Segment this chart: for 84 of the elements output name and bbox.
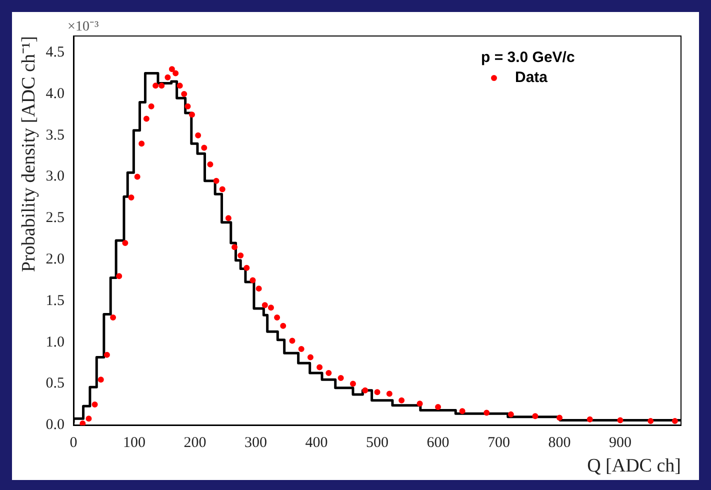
point [268,304,274,311]
y-tick-label: 4.0 [46,86,65,102]
point [164,74,171,80]
point [256,286,262,292]
point [435,404,442,410]
point [168,66,175,72]
point [213,178,220,184]
point [338,375,344,381]
x-tick-label: 700 [488,435,510,452]
x-axis-title: Q [ADC ch] [587,456,681,477]
y-tick-label: 2.5 [46,210,65,226]
point [232,244,238,250]
point [459,408,466,414]
point [298,346,304,352]
point [648,418,654,424]
point [350,380,356,387]
legend-label: Data [515,69,548,86]
point [416,400,423,407]
y-tick-label: 2.0 [46,252,65,268]
point [122,240,128,246]
y-tick-label: 1.5 [46,292,65,309]
text: ×10⁻³ [68,20,99,35]
point [532,413,538,420]
x-tick-label: 200 [184,435,206,452]
x-tick-label: 900 [609,435,632,452]
point [128,194,134,200]
point [374,389,380,396]
y-tick-label: 1.0 [46,334,65,350]
point [195,132,202,138]
x-tick-label: 500 [366,435,389,452]
y-tick-label: 3.5 [46,127,65,144]
point [362,387,368,394]
point [143,116,150,122]
point [172,70,179,76]
point [250,277,256,284]
point [98,376,104,383]
point [316,364,323,370]
point [138,140,145,147]
y-tick-label: 4.5 [46,44,65,60]
point [307,354,314,360]
point [104,352,110,358]
point [116,273,122,280]
point [92,402,98,408]
point [586,416,593,422]
x-tick-label: 0 [70,435,78,452]
x-tick-label: 800 [548,435,571,452]
point [617,417,624,424]
point [176,82,183,89]
point [289,338,296,344]
y-tick-label: 0.0 [46,417,65,434]
point [207,161,214,168]
point [262,302,268,308]
point [484,410,490,416]
point [386,390,392,397]
point [201,144,208,151]
legend-title: p = 3.0 GeV/c [481,49,575,66]
point [184,103,191,110]
point [238,252,244,258]
point [189,112,196,118]
point [274,314,280,321]
point [134,174,140,180]
point [181,90,188,97]
point [508,411,514,418]
x-tick-label: 300 [244,435,268,452]
y-axis-title: Probability density [ADC ch⁻¹] [18,36,40,272]
point [148,103,154,110]
point [219,186,226,192]
point [672,418,678,424]
point [152,82,159,89]
point [280,322,286,329]
point [110,314,116,321]
point [225,215,232,222]
y-tick-label: 0.5 [46,376,65,392]
point [398,397,405,404]
x-tick-label: 100 [123,435,146,452]
point [556,414,563,421]
y-tick-label: 3.0 [46,168,65,185]
x-tick-label: 600 [426,435,450,452]
point [158,82,165,89]
point [326,370,332,376]
point [80,420,86,426]
x-tick-label: 400 [305,435,328,452]
point [86,416,92,422]
point [244,264,250,271]
